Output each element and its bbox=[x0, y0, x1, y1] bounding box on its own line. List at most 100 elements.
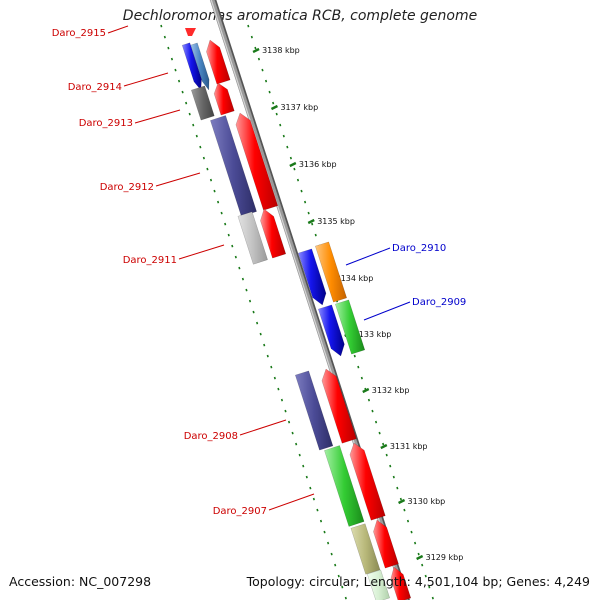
gene-red-5[interactable] bbox=[321, 368, 357, 444]
guide-dot bbox=[170, 57, 174, 61]
guide-dot bbox=[185, 101, 188, 105]
guide-dot bbox=[254, 46, 257, 50]
guide-dot bbox=[367, 398, 371, 402]
scale-tick bbox=[362, 387, 370, 394]
guide-dot bbox=[209, 178, 213, 182]
guide-dot bbox=[316, 508, 319, 512]
gene-label-daro-2911[interactable]: Daro_2911 bbox=[123, 255, 177, 266]
guide-dot bbox=[414, 541, 417, 545]
scale-tick bbox=[252, 47, 260, 54]
scale-tick-label: 3134 kbp bbox=[336, 274, 374, 283]
gene-label-daro-2910[interactable]: Daro_2910 bbox=[392, 243, 446, 254]
guide-dot bbox=[252, 310, 255, 314]
guide-dot bbox=[360, 376, 363, 380]
gene-label-daro-2914[interactable]: Daro_2914 bbox=[68, 82, 122, 93]
guide-dot bbox=[272, 101, 275, 105]
guide-dot bbox=[396, 486, 399, 490]
gene-red-2[interactable] bbox=[213, 82, 235, 116]
guide-dot bbox=[273, 376, 276, 380]
gene-label-daro-2913[interactable]: Daro_2913 bbox=[79, 118, 133, 129]
guide-dot bbox=[319, 519, 323, 523]
guide-dot bbox=[417, 552, 420, 556]
guide-dot bbox=[371, 409, 374, 413]
gene-daro-2909[interactable] bbox=[334, 299, 366, 355]
guide-dot bbox=[385, 453, 388, 457]
gene-blue-lower[interactable] bbox=[317, 304, 345, 357]
gene-daro-2910-blue[interactable] bbox=[297, 248, 327, 306]
scale-tick bbox=[416, 554, 424, 561]
guide-dot bbox=[163, 35, 166, 39]
guide-dot bbox=[353, 354, 356, 358]
guide-dot bbox=[213, 189, 216, 193]
guide-dot bbox=[300, 189, 303, 193]
guide-dot bbox=[220, 211, 223, 215]
map-title: Dechloromonas aromatica RCB, complete ge… bbox=[122, 8, 478, 24]
guide-dot bbox=[374, 420, 378, 424]
guide-dot bbox=[296, 178, 300, 182]
gene-daro-2914-a[interactable] bbox=[181, 42, 202, 91]
guide-dot bbox=[177, 79, 181, 83]
gene-label-daro-2908[interactable]: Daro_2908 bbox=[184, 431, 238, 442]
gene-labels: Daro_2915 Daro_2914 Daro_2913 Daro_2912 Daro… bbox=[52, 28, 467, 517]
guide-dot bbox=[167, 46, 170, 50]
gene-label-daro-2912[interactable]: Daro_2912 bbox=[100, 182, 154, 193]
guide-dot bbox=[256, 321, 259, 325]
guide-dot bbox=[224, 222, 227, 226]
gene-red-6[interactable] bbox=[349, 442, 386, 521]
guide-dot bbox=[282, 134, 285, 138]
guide-dot bbox=[424, 574, 427, 578]
scale-tick-label: 3135 kbp bbox=[317, 217, 355, 226]
guide-dot bbox=[307, 211, 310, 215]
guide-dot bbox=[181, 90, 184, 94]
gene-red-7[interactable] bbox=[373, 519, 399, 569]
scale-tick bbox=[398, 498, 406, 505]
guide-dot bbox=[279, 123, 282, 127]
track-guides bbox=[160, 24, 434, 600]
guide-dot bbox=[323, 530, 326, 534]
guide-dot bbox=[392, 475, 395, 479]
guide-dot bbox=[234, 255, 237, 259]
guide-dot bbox=[341, 585, 344, 589]
gene-daro-2910[interactable] bbox=[314, 241, 348, 303]
gene-daro-2908[interactable] bbox=[294, 370, 334, 451]
guide-dot bbox=[406, 519, 410, 523]
guide-dot bbox=[195, 134, 198, 138]
label-leader-line bbox=[363, 301, 411, 321]
guide-dot bbox=[217, 200, 220, 204]
guide-dot bbox=[305, 475, 308, 479]
gene-red-8[interactable] bbox=[390, 566, 412, 600]
gene-red-1[interactable] bbox=[206, 39, 231, 85]
label-leader-line bbox=[268, 493, 315, 511]
gene-daro-2915-marker[interactable] bbox=[185, 28, 196, 36]
guide-dot bbox=[264, 79, 268, 83]
scale-tick bbox=[289, 161, 297, 168]
guide-dot bbox=[280, 398, 284, 402]
gene-red-3[interactable] bbox=[235, 112, 279, 211]
gene-track bbox=[181, 28, 412, 600]
gene-olive[interactable] bbox=[350, 523, 381, 575]
gene-daro-2914-b[interactable] bbox=[190, 42, 210, 91]
guide-dot bbox=[410, 530, 413, 534]
guide-dot bbox=[298, 453, 301, 457]
guide-dot bbox=[277, 387, 280, 391]
guide-dot bbox=[403, 508, 406, 512]
gene-label-daro-2915[interactable]: Daro_2915 bbox=[52, 28, 106, 39]
gene-label-daro-2907[interactable]: Daro_2907 bbox=[213, 506, 267, 517]
label-leader-line bbox=[178, 244, 225, 260]
label-leader-line bbox=[345, 247, 391, 266]
guide-dot bbox=[428, 585, 431, 589]
gene-daro-2911[interactable] bbox=[237, 211, 268, 265]
label-leader-line bbox=[107, 25, 129, 34]
guide-dot bbox=[337, 574, 340, 578]
scale-tick-label: 3133 kbp bbox=[354, 330, 392, 339]
gene-red-4[interactable] bbox=[260, 208, 287, 259]
gene-label-daro-2909[interactable]: Daro_2909 bbox=[412, 297, 466, 308]
guide-dot bbox=[174, 68, 177, 72]
guide-dot bbox=[250, 35, 253, 39]
gene-daro-2912[interactable] bbox=[210, 115, 257, 217]
guide-dot bbox=[206, 167, 209, 171]
gene-daro-2907[interactable] bbox=[324, 445, 365, 527]
gene-pale[interactable] bbox=[366, 569, 391, 600]
guide-dot bbox=[287, 420, 291, 424]
gene-daro-2913[interactable] bbox=[190, 85, 215, 121]
